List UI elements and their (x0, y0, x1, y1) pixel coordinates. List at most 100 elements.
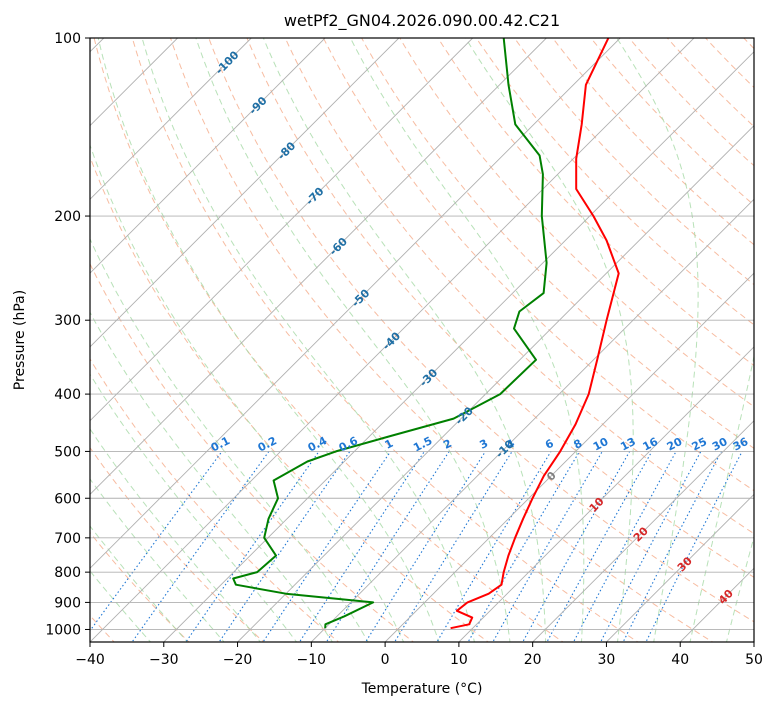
mixing-ratio-line (90, 451, 223, 632)
y-tick-label: 1000 (45, 622, 81, 638)
dry-adiabat (666, 38, 754, 128)
isotherm-label: -80 (275, 139, 298, 162)
x-tick-label: 0 (381, 652, 390, 668)
dry-adiabat (771, 27, 775, 644)
isotherm-line (679, 567, 754, 642)
mixing-ratio-line (185, 451, 320, 642)
dry-adiabat (90, 446, 265, 642)
isotherm-line (90, 38, 474, 422)
y-tick-label: 500 (54, 444, 81, 460)
moist-adiabat (90, 428, 262, 642)
mixing-ratio-line (622, 451, 722, 642)
mixing-ratio-label: 3 (477, 437, 490, 452)
isotherm-label: -50 (349, 286, 372, 309)
isotherm-line (90, 38, 621, 569)
chart-title: wetPf2_GN04.2026.090.00.42.C21 (284, 11, 560, 31)
mixing-ratio-label: 13 (618, 435, 638, 454)
mixing-ratio-label: 25 (690, 435, 710, 454)
isotherm-line (90, 38, 252, 200)
isotherm-label: -30 (417, 366, 440, 389)
isotherm-line (753, 641, 754, 642)
dry-adiabat (475, 38, 754, 326)
x-tick-label: 30 (598, 652, 616, 668)
moist-adiabat (90, 237, 369, 642)
mixing-ratio-label: 6 (543, 437, 556, 452)
dry-adiabat (246, 38, 754, 578)
x-tick-label: 20 (524, 652, 542, 668)
isotherm-line (237, 124, 754, 642)
isotherm-line (90, 38, 547, 496)
isotherm-line (90, 38, 400, 348)
y-tick-label: 200 (54, 209, 81, 225)
mixing-ratio-line (572, 451, 677, 642)
mixing-ratio-line (599, 451, 702, 642)
y-tick-label: 900 (54, 595, 81, 611)
mixing-ratio-line (365, 451, 486, 642)
moist-adiabat (90, 373, 298, 642)
axes: −40 −30 −20 −10 0 10 20 30 40 5010020030040050060… (45, 31, 763, 668)
y-tick-label: 300 (54, 313, 81, 329)
y-tick-label: 800 (54, 565, 81, 581)
dry-adiabat (590, 38, 754, 206)
mixing-ratio-label: 30 (710, 435, 730, 454)
mixing-ratio-line (645, 451, 743, 642)
mixing-ratio-line (298, 451, 425, 642)
y-tick-label: 700 (54, 531, 81, 547)
mixing-ratio-line (218, 451, 351, 642)
isotherm-line (606, 493, 754, 642)
x-tick-label: 50 (745, 652, 763, 668)
isotherm-line (163, 51, 754, 642)
x-tick-label: 10 (450, 652, 468, 668)
dry-adiabat (399, 38, 754, 408)
y-tick-label: 400 (54, 387, 81, 403)
isotherm-line (532, 420, 754, 642)
mixing-ratio-line (546, 451, 653, 642)
dry-adiabat (90, 357, 340, 642)
mixing-ratio-label: 10 (591, 435, 611, 454)
dry-adiabat (284, 38, 754, 535)
isotherm-line (90, 38, 326, 274)
mixing-ratio-label: 36 (731, 435, 751, 454)
dry-adiabat (437, 38, 754, 367)
moist-adiabat (465, 38, 634, 642)
plot-frame (89, 37, 755, 643)
x-tick-label: −30 (149, 652, 179, 668)
x-tick-label: 40 (671, 652, 689, 668)
y-tick-label: 600 (54, 491, 81, 507)
mixing-ratio-line (393, 451, 513, 642)
dewpoint-profile (232, 38, 548, 629)
y-axis-title: Pressure (hPa) (12, 290, 28, 390)
isotherm-label: 0 (544, 469, 559, 484)
dry-adiabat (361, 38, 754, 449)
moist-adiabat (262, 38, 547, 642)
isotherm-line (90, 38, 695, 642)
dry-adiabat (90, 262, 415, 642)
dry-adiabat (628, 38, 754, 167)
mixing-ratio-line (467, 451, 581, 642)
moist-adiabat (90, 525, 189, 642)
x-tick-label: −10 (297, 652, 327, 668)
mixing-ratio-label: 20 (665, 435, 685, 454)
moist-adiabat (689, 353, 754, 642)
mixing-ratio-label: 16 (641, 435, 661, 454)
isotherm-label: 30 (675, 554, 695, 574)
isotherm-label: 10 (587, 495, 607, 515)
dry-adiabat (90, 155, 490, 642)
isotherm-line (310, 198, 754, 642)
x-axis-title: Temperature (°C) (361, 681, 483, 697)
dry-adiabat (513, 38, 754, 286)
isotherm-line (384, 272, 754, 642)
isotherm-label: -100 (213, 48, 242, 77)
isotherm-label: -90 (246, 94, 269, 117)
isotherm-label: 40 (716, 587, 736, 607)
isotherm-label: -60 (327, 235, 350, 258)
mixing-ratio-line (262, 451, 392, 642)
mixing-ratio-line (522, 451, 631, 642)
dry-adiabat (131, 38, 639, 642)
background-lines (90, 27, 775, 644)
dry-adiabat (704, 38, 754, 89)
y-tick-label: 100 (54, 31, 81, 47)
temperature-profile (450, 38, 620, 630)
isotherm-label: -40 (380, 329, 403, 352)
